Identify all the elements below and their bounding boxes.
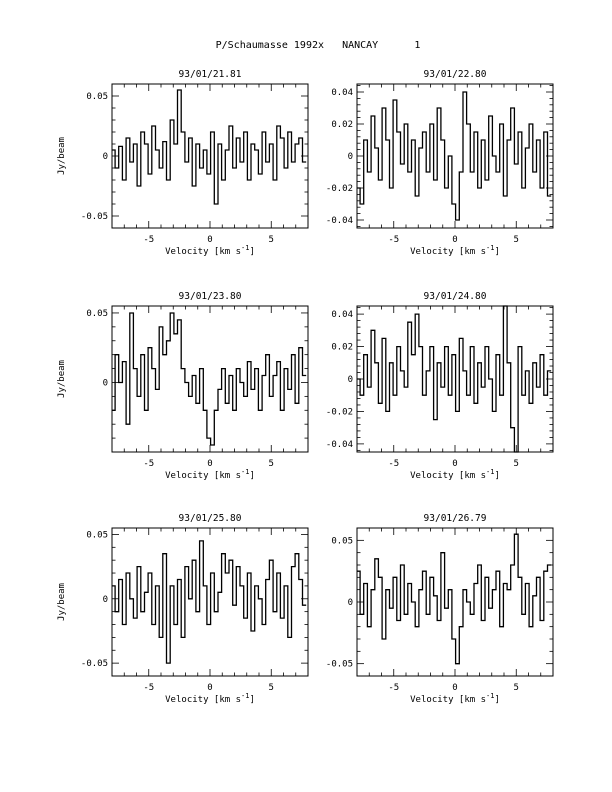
x-tick-label: -5 [388,459,399,469]
x-axis-label: Velocity [km s-1] [165,244,255,257]
x-tick-label: 0 [207,683,212,693]
spectrum-panel-4: -5 0 5 -0.04 -0.02 0 0.02 0.04 93/01/24.80 Veloci… [326,291,554,481]
panel-title: 93/01/23.80 [179,291,242,302]
x-tick-label: 5 [514,235,519,245]
y-axis-label: Jy/beam [57,583,67,621]
y-tick-label: -0.02 [326,407,353,417]
y-tick-label: 0.02 [331,120,353,130]
y-tick-label: 0.05 [331,536,353,546]
y-tick-label: 0 [348,598,353,608]
y-tick-label: 0.04 [331,88,353,98]
y-tick-label: -0.04 [326,440,353,450]
panel-title: 93/01/22.80 [424,69,487,80]
x-tick-label: -5 [388,235,399,245]
y-axis-label: Jy/beam [57,360,67,398]
panel-title: 93/01/21.81 [179,69,242,80]
panel-title: 93/01/26.79 [424,513,487,524]
x-tick-label: 5 [514,683,519,693]
x-tick-label: 0 [207,459,212,469]
spectrum-series-line [112,312,307,446]
x-tick-label: 0 [452,459,457,469]
y-tick-label: 0 [103,152,108,162]
spectrum-panel-2: -5 0 5 -0.04 -0.02 0 0.02 0.04 93/01/22.80 Veloci… [326,69,554,257]
x-tick-label: 0 [452,235,457,245]
y-tick-label: 0.05 [86,92,108,102]
y-tick-label: -0.05 [81,212,108,222]
y-tick-label: 0.05 [86,309,108,319]
y-tick-label: -0.04 [326,216,353,226]
x-tick-label: 0 [207,235,212,245]
x-tick-label: 0 [452,683,457,693]
spectrum-series-line [357,533,552,665]
y-tick-label: 0 [103,378,108,388]
x-tick-label: 5 [514,459,519,469]
spectrum-panel-5: -5 0 5 -0.05 0 0.05 93/01/25.80 Velocity [km s-… [57,513,309,705]
spectrum-panel-1: -5 0 5 -0.05 0 0.05 93/01/21.81 Velocity [km s-… [57,69,309,257]
x-tick-label: -5 [143,235,154,245]
panels-container: -5 0 5 -0.05 0 0.05 93/01/21.81 Velocity [km s-… [57,69,554,705]
x-axis-label: Velocity [km s-1] [165,468,255,481]
y-tick-label: -0.02 [326,184,353,194]
spectrum-series-line [357,305,552,453]
x-tick-label: 5 [269,683,274,693]
y-tick-label: 0 [348,152,353,162]
x-axis-label: Velocity [km s-1] [410,244,500,257]
x-tick-label: -5 [143,459,154,469]
x-tick-label: 5 [269,235,274,245]
y-tick-label: 0 [348,375,353,385]
spectrum-series-line [112,540,307,664]
y-tick-label: -0.05 [81,659,108,669]
y-tick-label: 0 [103,595,108,605]
spectrum-panel-3: -5 0 5 0 0.05 93/01/23.80 Velocity [km s-1] Jy/… [57,291,309,481]
x-axis-label: Velocity [km s-1] [410,692,500,705]
x-tick-label: -5 [388,683,399,693]
x-axis-label: Velocity [km s-1] [410,468,500,481]
x-tick-label: -5 [143,683,154,693]
y-axis-label: Jy/beam [57,137,67,175]
y-tick-label: 0.02 [331,343,353,353]
page-title: P/Schaumasse 1992x NANCAY 1 [216,40,421,51]
y-tick-label: 0.05 [86,530,108,540]
spectrum-series-line [357,91,552,221]
x-axis-label: Velocity [km s-1] [165,692,255,705]
panel-title: 93/01/24.80 [424,291,487,302]
y-tick-label: 0.04 [331,310,353,320]
spectrum-panel-6: -5 0 5 -0.05 0 0.05 93/01/26.79 Velocity [km s-… [326,513,554,705]
spectrum-series-line [112,89,307,205]
x-tick-label: 5 [269,459,274,469]
panel-title: 93/01/25.80 [179,513,242,524]
y-tick-label: -0.05 [326,660,353,670]
